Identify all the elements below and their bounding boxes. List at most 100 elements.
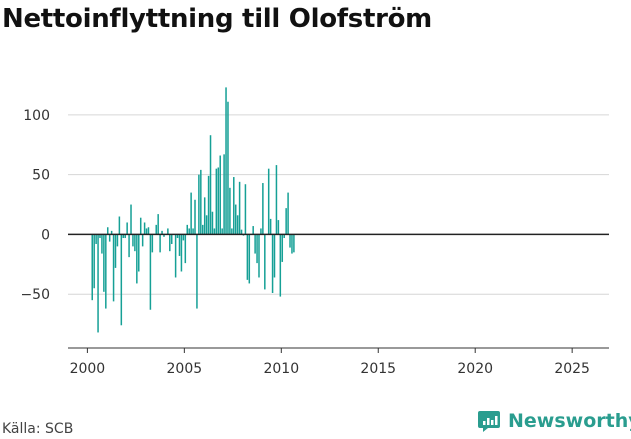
bar bbox=[149, 234, 152, 310]
bar bbox=[209, 135, 212, 235]
chart-title: Nettoinflyttning till Olofström bbox=[2, 4, 432, 34]
bar bbox=[141, 234, 144, 247]
brand-name: Newsworthy bbox=[508, 410, 631, 432]
bar bbox=[188, 228, 190, 235]
bar bbox=[260, 228, 262, 235]
bar bbox=[200, 169, 202, 235]
y-axis: −50 0 50 100 bbox=[20, 108, 50, 303]
bar bbox=[289, 234, 291, 248]
bar bbox=[186, 224, 189, 235]
newsworthy-logo-icon bbox=[478, 411, 500, 432]
bar bbox=[221, 228, 223, 235]
bar bbox=[151, 234, 154, 253]
bar bbox=[176, 234, 179, 239]
bar bbox=[258, 234, 260, 278]
bar bbox=[120, 234, 123, 326]
bar bbox=[182, 234, 185, 241]
bar bbox=[132, 234, 134, 247]
bar bbox=[116, 234, 119, 247]
bar bbox=[126, 222, 128, 235]
bar bbox=[215, 168, 218, 235]
bar bbox=[194, 199, 196, 235]
bar bbox=[233, 177, 235, 235]
bar bbox=[287, 192, 289, 235]
bar bbox=[134, 234, 136, 252]
bar bbox=[124, 234, 126, 239]
x-tick-label: 2010 bbox=[263, 361, 299, 377]
bars bbox=[91, 87, 295, 333]
bar bbox=[161, 230, 163, 235]
bar bbox=[159, 234, 161, 253]
bar bbox=[93, 234, 95, 289]
bar bbox=[269, 218, 272, 235]
bar bbox=[163, 234, 165, 237]
bar bbox=[180, 234, 183, 272]
x-axis: 2000 2005 2010 2015 2020 2025 bbox=[68, 347, 609, 377]
x-tick-label: 2015 bbox=[360, 361, 396, 377]
bar bbox=[99, 234, 101, 239]
bar bbox=[248, 234, 251, 284]
bar bbox=[236, 215, 239, 235]
bar bbox=[271, 234, 274, 294]
bar bbox=[103, 234, 105, 292]
bar bbox=[267, 168, 270, 235]
bar bbox=[231, 228, 233, 235]
brand-logo[interactable]: Newsworthy bbox=[476, 408, 631, 434]
bar bbox=[192, 228, 194, 235]
bar bbox=[143, 222, 146, 235]
bar bbox=[244, 184, 247, 235]
bar bbox=[136, 234, 138, 284]
bar bbox=[238, 181, 241, 235]
bar bbox=[130, 204, 132, 235]
y-tick-label: −50 bbox=[20, 287, 50, 303]
bar bbox=[112, 234, 115, 302]
bar bbox=[285, 208, 287, 235]
bar bbox=[122, 234, 125, 239]
source-label: Källa: SCB bbox=[2, 421, 74, 437]
bar bbox=[157, 214, 159, 235]
bar bbox=[275, 165, 278, 235]
bar bbox=[170, 234, 173, 244]
bar bbox=[169, 234, 171, 252]
bar bbox=[273, 234, 276, 278]
bar bbox=[147, 227, 150, 235]
bar bbox=[217, 167, 220, 235]
y-tick-label: 0 bbox=[41, 227, 50, 243]
bar bbox=[108, 234, 111, 242]
bar bbox=[174, 234, 177, 278]
bar bbox=[196, 234, 198, 309]
bar bbox=[254, 234, 256, 254]
bar bbox=[91, 234, 93, 301]
bar bbox=[202, 224, 204, 235]
bar bbox=[203, 197, 206, 235]
bar bbox=[184, 234, 187, 264]
bar bbox=[293, 234, 295, 253]
bar bbox=[105, 234, 107, 309]
bar bbox=[234, 204, 237, 235]
bar bbox=[264, 234, 266, 290]
bar bbox=[229, 187, 231, 235]
x-tick-label: 2005 bbox=[167, 361, 203, 377]
bar bbox=[178, 234, 181, 256]
bar bbox=[118, 216, 121, 235]
bar bbox=[97, 234, 99, 333]
bar bbox=[207, 175, 210, 235]
y-tick-label: 100 bbox=[23, 108, 50, 124]
bar bbox=[219, 155, 221, 235]
y-tick-label: 50 bbox=[32, 168, 50, 184]
bar bbox=[213, 228, 216, 235]
bar bbox=[223, 154, 225, 235]
x-tick-label: 2025 bbox=[554, 361, 590, 377]
bar bbox=[101, 234, 103, 254]
bar bbox=[155, 224, 157, 235]
gridlines bbox=[68, 114, 609, 295]
bar bbox=[190, 192, 192, 235]
bar bbox=[114, 234, 117, 268]
bar bbox=[240, 229, 243, 235]
bar bbox=[145, 228, 148, 235]
bar bbox=[225, 87, 227, 235]
bar bbox=[211, 211, 214, 235]
bar bbox=[138, 234, 140, 272]
bar bbox=[262, 183, 264, 235]
x-tick-label: 2020 bbox=[457, 361, 493, 377]
